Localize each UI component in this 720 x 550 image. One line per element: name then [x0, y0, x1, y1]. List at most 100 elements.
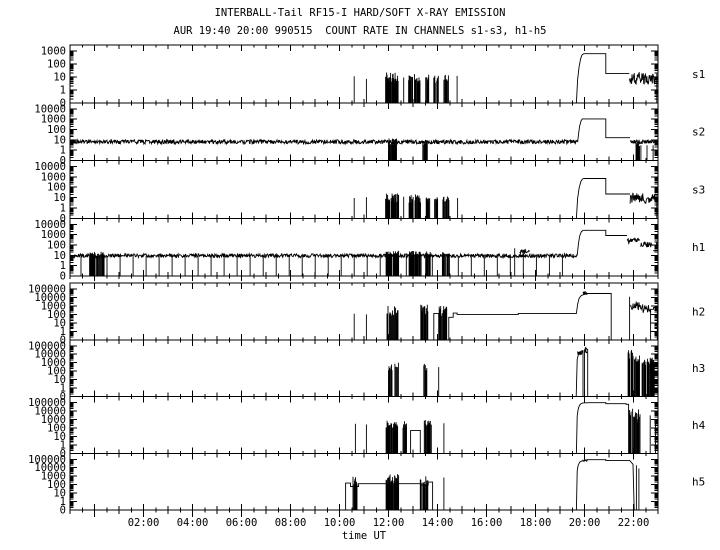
y-tick-label: 1000: [41, 171, 66, 183]
y-tick-label: 1000: [41, 471, 66, 483]
y-tick-label: 100: [47, 422, 66, 434]
y-tick-label: 10000: [34, 161, 66, 173]
y-tick-label: 1000: [41, 229, 66, 241]
axis-ticks: [69, 339, 659, 397]
axis-ticks: [69, 102, 659, 161]
y-tick-label: 0: [60, 213, 66, 225]
y-tick-label: 0: [60, 505, 66, 517]
y-tick-label: 100000: [28, 284, 66, 296]
axis-ticks: [69, 160, 659, 219]
y-tick-label: 1000: [41, 300, 66, 312]
y-tick-label: 10: [53, 488, 66, 500]
axis-ticks: [69, 396, 659, 454]
channel-label: h2: [692, 305, 705, 318]
y-tick-label: 10: [53, 250, 66, 262]
y-tick-label: 10000: [34, 219, 66, 231]
panel-frame: [69, 282, 659, 341]
x-axis-title: time UT: [341, 530, 387, 542]
y-tick-label: 10000: [34, 103, 66, 115]
y-tick-label: 0: [60, 448, 66, 460]
y-tick-label: 10000: [34, 292, 66, 304]
panel-frame: [69, 217, 659, 277]
y-tick-label: 1: [60, 496, 66, 508]
y-tick-label: 100: [47, 239, 66, 251]
y-tick-label: 100: [47, 366, 66, 378]
y-tick-label: 1: [60, 145, 66, 157]
panel-frame: [69, 160, 659, 219]
panel-frame: [69, 452, 659, 511]
y-tick-label: 0: [60, 391, 66, 403]
y-tick-label: 10000: [34, 406, 66, 418]
x-tick-label: 02:00: [128, 517, 160, 529]
panel-frame: [69, 339, 659, 397]
channel-label: h3: [692, 362, 705, 375]
chart-title: INTERBALL-Tail RF15-I HARD/SOFT X-RAY EM…: [214, 7, 506, 19]
channel-label: s1: [692, 68, 705, 81]
x-tick-label: 10:00: [324, 517, 356, 529]
panel-frame: [69, 44, 659, 104]
y-tick-label: 1: [60, 202, 66, 214]
y-tick-label: 1: [60, 326, 66, 338]
y-tick-label: 0: [60, 334, 66, 346]
axis-ticks: [69, 218, 659, 281]
x-tick-label: 20:00: [569, 517, 601, 529]
y-tick-label: 1: [60, 260, 66, 272]
y-tick-label: 1000: [41, 114, 66, 126]
y-tick-label: 10000: [34, 462, 66, 474]
trace-h4: [354, 402, 656, 454]
y-tick-label: 1: [60, 84, 66, 96]
y-tick-label: 100: [47, 124, 66, 136]
panel-frame: [69, 102, 659, 161]
y-tick-label: 10: [53, 134, 66, 146]
x-tick-label: 14:00: [422, 517, 454, 529]
x-tick-label: 22:00: [618, 517, 650, 529]
channel-label: s3: [692, 183, 705, 196]
trace-s2: [69, 118, 659, 161]
y-tick-label: 100: [47, 479, 66, 491]
y-tick-label: 1000: [41, 357, 66, 369]
y-tick-label: 10000: [34, 349, 66, 361]
x-tick-label: 04:00: [177, 517, 209, 529]
y-tick-label: 10: [53, 431, 66, 443]
trace-h5: [345, 458, 640, 511]
y-tick-label: 100000: [28, 340, 66, 352]
channel-label: h1: [692, 241, 705, 254]
y-tick-label: 1000: [41, 414, 66, 426]
y-tick-label: 10: [53, 71, 66, 83]
x-tick-label: 06:00: [226, 517, 258, 529]
y-tick-label: 10: [53, 374, 66, 386]
channel-label: h5: [692, 476, 705, 489]
channel-label: s2: [692, 126, 705, 139]
y-tick-label: 0: [60, 155, 66, 167]
y-tick-label: 0: [60, 271, 66, 283]
y-tick-label: 0: [60, 97, 66, 109]
trace-h1: [69, 229, 659, 276]
x-tick-label: 08:00: [275, 517, 307, 529]
panel-frame: [69, 396, 659, 454]
trace-h2: [353, 291, 658, 340]
x-tick-label: 18:00: [520, 517, 552, 529]
axis-ticks: [69, 283, 659, 340]
y-tick-label: 10: [53, 317, 66, 329]
y-tick-label: 1: [60, 439, 66, 451]
x-tick-label: 12:00: [373, 517, 405, 529]
y-tick-label: 1000: [41, 46, 66, 58]
x-tick-label: 16:00: [471, 517, 503, 529]
y-tick-label: 100: [47, 58, 66, 70]
trace-s1: [353, 53, 658, 103]
channel-label: h4: [692, 419, 706, 432]
axis-ticks: [69, 453, 659, 517]
trace-h3: [388, 346, 655, 397]
y-tick-label: 100000: [28, 454, 66, 466]
axis-ticks: [69, 45, 659, 103]
